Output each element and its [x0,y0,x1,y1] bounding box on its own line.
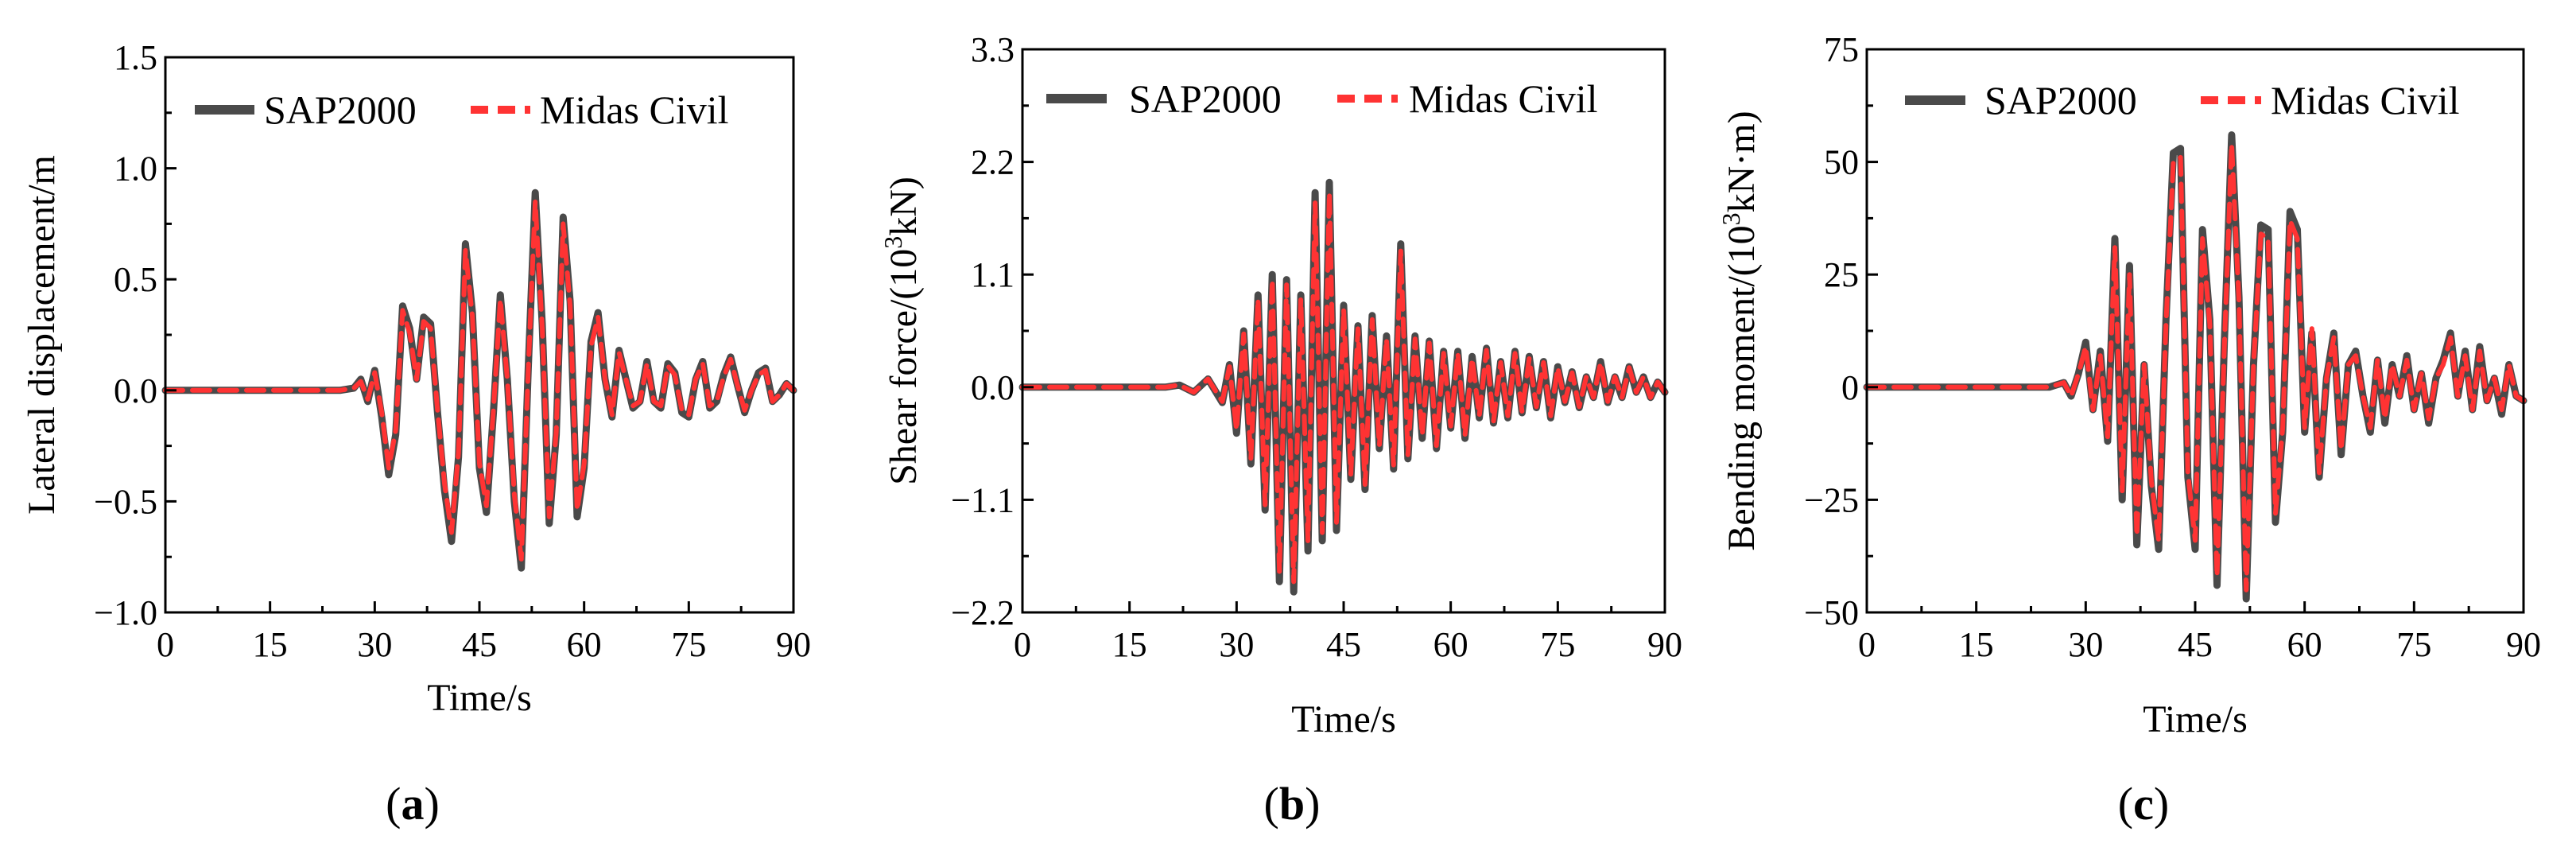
legend-midas-label: Midas Civil [540,87,729,132]
panel-c-y-tick-label: 25 [1824,255,1859,294]
panel-b-x-axis-title: Time/s [1291,698,1396,740]
panel-c-caption-letter: c [2133,778,2154,830]
panel-c-x-axis-title: Time/s [2143,698,2248,740]
legend-sap2000-label: SAP2000 [1129,76,1282,121]
legend-midas-label: Midas Civil [2271,78,2460,122]
panel-c-y-title-main: Bending moment/(10 [1721,225,1763,550]
panel-c-caption: (c) [2118,778,2169,830]
panel-b-x-tick-label: 75 [1540,625,1575,664]
panel-c-x-tick-label: 75 [2396,625,2431,664]
panel-c-y-tick-label: 0 [1841,368,1859,407]
panel-b-x-tick-label: 30 [1219,625,1254,664]
panel-a: 0 15 30 45 60 75 90 −1.0 −0.5 0.0 0.5 1.0 1.5 SAP200… [21,38,811,830]
panel-c-y-title-exponent: 3 [1717,212,1745,225]
panel-b-x-tick-label: 15 [1112,625,1147,664]
panel-a-series-midas-civil-line [163,199,796,562]
panel-c-x-tick-label: 0 [1858,625,1876,664]
panel-a-legend: SAP2000 Midas Civil [195,87,729,132]
panel-c-series [1863,131,2528,603]
panel-b-series [1018,178,1669,596]
panel-b-x-tick-label: 60 [1433,625,1468,664]
panel-a-y-tick-label: 0.0 [114,371,157,410]
panel-a-series [161,188,797,572]
panel-c-ticks: 0 15 30 45 60 75 90 −50 −25 0 25 50 75 [1804,30,2541,664]
panel-a-x-tick-label: 45 [462,625,497,664]
panel-b-y-title-unit: kN) [883,177,925,236]
panel-c-series-midas-civil-line [1864,141,2526,593]
panel-b-x-tick-label: 45 [1326,625,1361,664]
panel-a-series-sap2000-line [161,188,797,572]
panel-a-x-tick-label: 90 [776,625,811,664]
panel-b-y-tick-label: −2.2 [951,593,1014,632]
panel-b-x-tick-label: 0 [1014,625,1031,664]
panel-c-x-tick-label: 60 [2287,625,2322,664]
panel-c-y-tick-label: 75 [1824,30,1859,69]
panel-a-x-tick-label: 30 [357,625,392,664]
panel-b-y-tick-label: 0.0 [971,368,1014,407]
legend-sap2000-label: SAP2000 [1984,78,2137,122]
panel-c-y-title-unit: kN·m) [1721,111,1763,212]
panel-b-series-midas-civil-line [1020,190,1667,585]
panel-c-x-tick-label: 45 [2178,625,2213,664]
panel-b-caption: (b) [1264,778,1321,830]
panel-a-caption-letter: a [402,778,425,830]
panel-a-y-tick-label: −1.0 [94,593,157,632]
legend-sap2000-label: SAP2000 [264,87,417,132]
panel-b-legend: SAP2000 Midas Civil [1046,76,1598,121]
panel-c-x-tick-label: 30 [2068,625,2103,664]
panel-c-y-tick-label: 50 [1824,143,1859,182]
legend-midas-label: Midas Civil [1409,76,1598,121]
panel-b-caption-letter: b [1279,778,1305,830]
panel-b-y-tick-label: 2.2 [971,143,1014,182]
panel-a-y-tick-label: 1.5 [114,38,157,77]
panel-a-x-tick-label: 60 [567,625,602,664]
panel-c-legend: SAP2000 Midas Civil [1905,78,2460,122]
panel-b-y-title-main: Shear force/(10 [883,249,925,485]
panel-a-ticks: 0 15 30 45 60 75 90 −1.0 −0.5 0.0 0.5 1.0 1.5 [94,38,811,664]
panel-a-y-tick-label: 0.5 [114,260,157,299]
panel-c-y-tick-label: −25 [1804,480,1859,519]
panel-c-x-tick-label: 90 [2506,625,2541,664]
panel-c: 0 15 30 45 60 75 90 −50 −25 0 25 50 75 SAP2000 Midas… [1717,30,2541,830]
panel-a-caption: (a) [386,778,440,830]
panel-b-ticks: 0 15 30 45 60 75 90 −2.2 −1.1 0.0 1.1 2.2 3.3 [951,30,1682,664]
panel-a-x-axis-title: Time/s [427,677,532,719]
panel-a-x-tick-label: 15 [253,625,288,664]
panel-b-y-tick-label: −1.1 [951,480,1014,519]
panel-b-y-axis-title: Shear force/(103kN) [879,177,925,485]
panel-b-y-tick-label: 1.1 [971,255,1014,294]
panel-a-y-tick-label: −0.5 [94,482,157,521]
panel-a-x-tick-label: 0 [157,625,174,664]
panel-a-y-axis-title: Lateral displacement/m [21,155,63,515]
panel-c-y-tick-label: −50 [1804,593,1859,632]
panel-b-x-tick-label: 90 [1647,625,1682,664]
panel-c-x-tick-label: 15 [1959,625,1994,664]
panel-c-y-axis-title: Bending moment/(103kN·m) [1717,111,1763,550]
panel-a-x-tick-label: 75 [671,625,706,664]
panel-a-y-tick-label: 1.0 [114,150,157,188]
panel-a-axes-frame [164,56,795,614]
panel-b: 0 15 30 45 60 75 90 −2.2 −1.1 0.0 1.1 2.2 3.3 SAP200… [879,30,1682,830]
panel-b-y-title-exponent: 3 [879,236,907,249]
panel-b-y-tick-label: 3.3 [971,30,1014,69]
